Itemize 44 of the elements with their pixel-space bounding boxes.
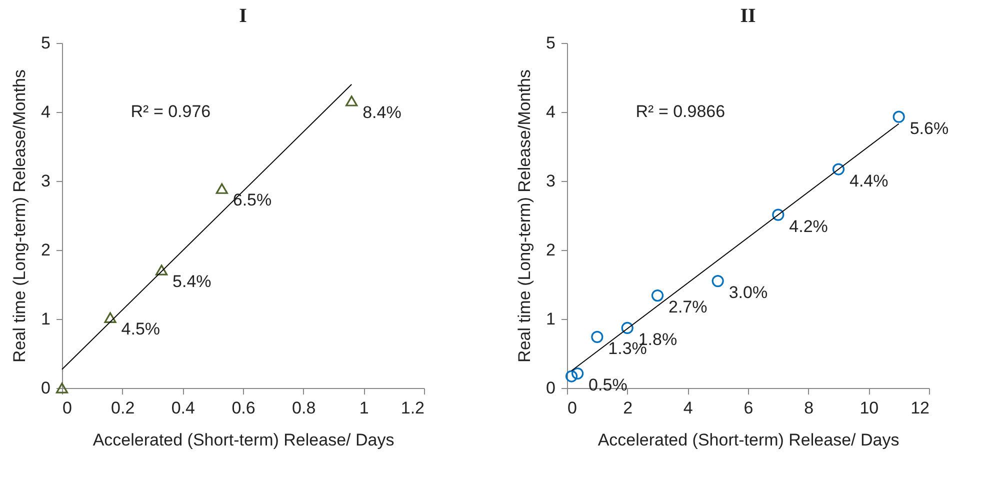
- x-tick-label: 0.2: [111, 398, 135, 418]
- x-tick-label: 4: [683, 398, 693, 418]
- y-tick-label: 2: [41, 240, 50, 260]
- x-tick-label: 1.2: [400, 398, 424, 418]
- x-tick-label: 1: [359, 398, 369, 418]
- x-tick-label: 0.8: [292, 398, 316, 418]
- x-tick-label: 10: [860, 398, 879, 418]
- y-tick-label: 0: [546, 378, 556, 398]
- chart-title: II: [740, 5, 756, 27]
- x-tick-label: 0.6: [232, 398, 256, 418]
- y-axis-title: Real time (Long-term) Release/Months: [10, 70, 30, 362]
- annotation: R² = 0.9866: [636, 102, 726, 121]
- y-tick-label: 2: [546, 240, 556, 260]
- annotation: 4.2%: [789, 216, 828, 236]
- y-tick-label: 5: [41, 34, 50, 52]
- x-tick-label: 12: [910, 398, 930, 418]
- annotation: 8.4%: [362, 102, 402, 122]
- x-axis-title: Accelerated (Short-term) Release/ Days: [598, 430, 900, 450]
- x-tick-label: 8: [804, 398, 814, 418]
- annotation: R² = 0.976: [130, 102, 211, 121]
- y-axis-title: Real time (Long-term) Release/Months: [515, 70, 534, 362]
- x-tick-label: 0: [62, 398, 72, 418]
- annotation: 5.6%: [910, 118, 949, 138]
- x-axis-title: Accelerated (Short-term) Release/ Days: [92, 430, 394, 450]
- y-tick-label: 5: [546, 34, 556, 52]
- annotation: 5.4%: [172, 272, 212, 292]
- y-tick-label: 4: [546, 102, 556, 122]
- annotation: 3.0%: [728, 283, 768, 302]
- x-tick-label: 0: [568, 398, 577, 418]
- y-tick-label: 3: [41, 172, 50, 190]
- x-tick-label: 0.4: [171, 398, 195, 418]
- annotation: 4.5%: [121, 320, 160, 339]
- y-tick-label: 1: [546, 310, 556, 328]
- annotation: 6.5%: [232, 190, 272, 210]
- x-tick-label: 6: [744, 398, 754, 418]
- y-tick-label: 0: [41, 378, 50, 398]
- annotation: 2.7%: [668, 298, 708, 317]
- y-tick-label: 1: [41, 310, 50, 328]
- chart-title: I: [239, 5, 248, 27]
- y-tick-label: 3: [546, 172, 556, 190]
- annotation: 0.5%: [588, 376, 628, 395]
- y-tick-label: 4: [41, 102, 50, 122]
- x-tick-label: 2: [623, 398, 633, 418]
- annotation: 4.4%: [850, 171, 888, 190]
